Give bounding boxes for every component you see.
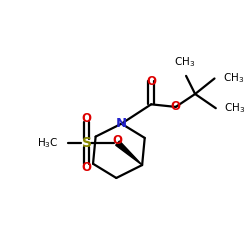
Text: N: N xyxy=(116,117,127,130)
Text: O: O xyxy=(112,134,122,147)
Text: O: O xyxy=(146,74,156,88)
Text: O: O xyxy=(82,112,92,125)
Polygon shape xyxy=(116,141,142,165)
Text: S: S xyxy=(82,136,92,150)
Text: H$_3$C: H$_3$C xyxy=(36,136,58,150)
Text: O: O xyxy=(171,100,181,114)
Text: CH$_3$: CH$_3$ xyxy=(224,101,246,115)
Text: O: O xyxy=(82,161,92,174)
Text: CH$_3$: CH$_3$ xyxy=(223,72,244,86)
Text: CH$_3$: CH$_3$ xyxy=(174,55,196,69)
